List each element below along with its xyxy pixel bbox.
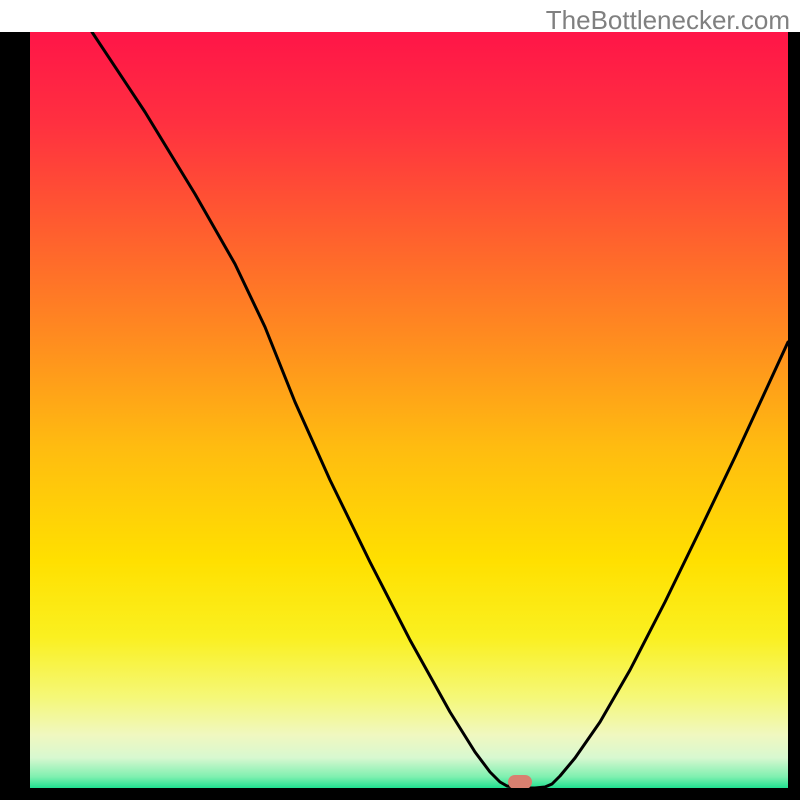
frame-bottom (0, 788, 800, 800)
frame-right (788, 32, 800, 800)
bottleneck-curve (30, 32, 788, 788)
chart-container: TheBottlenecker.com (0, 0, 800, 800)
watermark-text: TheBottlenecker.com (546, 5, 790, 36)
optimal-point-marker (508, 775, 532, 788)
frame-left (0, 32, 30, 800)
plot-area (30, 32, 788, 788)
